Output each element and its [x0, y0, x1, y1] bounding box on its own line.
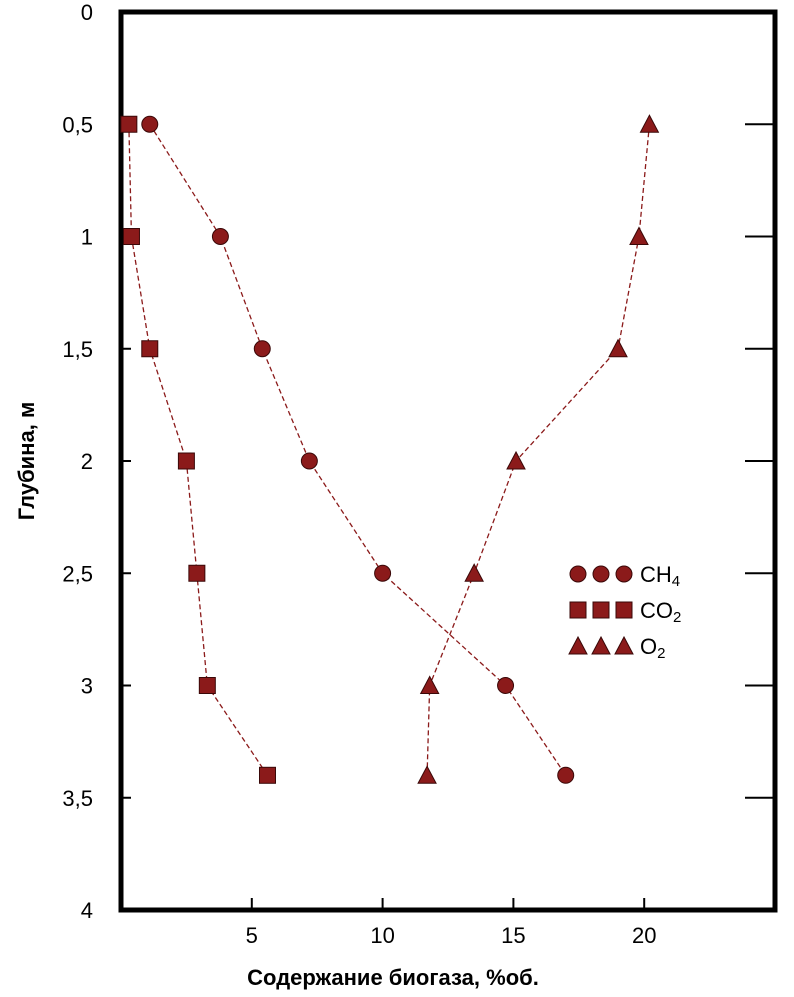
x-tick-label: 15 — [501, 923, 525, 948]
data-point-triangle — [419, 675, 440, 694]
series-line — [128, 124, 269, 776]
y-tick-label: 0 — [81, 0, 93, 25]
y-tick-label: 0,5 — [62, 112, 93, 137]
data-point-square — [569, 601, 587, 619]
legend-entry: O2 — [568, 634, 665, 662]
data-point-square — [122, 228, 140, 245]
data-point-triangle — [417, 765, 437, 784]
data-point-triangle — [568, 635, 588, 655]
data-point-square — [615, 601, 633, 619]
legend-label: CO2 — [640, 598, 681, 626]
series-layer — [120, 114, 660, 784]
data-point-circle — [557, 766, 575, 784]
x-tick-label: 10 — [370, 923, 394, 948]
series-square — [120, 115, 276, 784]
data-point-square — [141, 340, 159, 358]
data-point-triangle — [464, 563, 484, 582]
data-point-triangle — [614, 635, 634, 655]
y-tick-label: 3 — [81, 674, 93, 699]
data-point-triangle — [591, 635, 611, 655]
data-point-circle — [374, 564, 392, 582]
axis-ticks: 0 0,5 1 1,5 2 2,5 3 3,5 4 5 10 15 20 — [62, 0, 775, 948]
x-axis-title: Содержание биогаза, %об. — [247, 965, 539, 990]
data-point-square — [198, 677, 216, 694]
data-point-triangle — [639, 114, 660, 133]
legend-entry: CO2 — [569, 598, 681, 626]
series-triangle — [417, 114, 660, 784]
data-point-square — [258, 766, 276, 784]
legend: CH4 CO2 O2 — [568, 562, 681, 662]
data-point-triangle — [506, 450, 526, 470]
data-point-square — [188, 564, 206, 582]
data-point-circle — [497, 677, 515, 694]
y-axis-title: Глубина, м — [14, 402, 39, 520]
data-point-circle — [141, 115, 159, 133]
series-line — [426, 124, 651, 776]
data-point-circle — [615, 565, 633, 583]
data-point-circle — [592, 565, 610, 583]
x-tick-label: 5 — [246, 923, 258, 948]
y-tick-label: 4 — [81, 898, 93, 923]
data-point-circle — [253, 340, 271, 358]
y-tick-label: 1 — [81, 225, 93, 250]
data-point-circle — [569, 565, 587, 583]
data-point-square — [177, 452, 195, 470]
data-point-square — [120, 115, 138, 133]
series-circle — [141, 115, 575, 784]
x-tick-label: 20 — [632, 923, 656, 948]
y-tick-label: 2,5 — [62, 561, 93, 586]
y-tick-label: 3,5 — [62, 786, 93, 811]
y-tick-label: 2 — [81, 449, 93, 474]
y-tick-label: 1,5 — [62, 337, 93, 362]
data-point-circle — [211, 228, 229, 245]
legend-label: O2 — [640, 634, 665, 662]
data-point-triangle — [629, 226, 649, 245]
legend-label: CH4 — [640, 562, 680, 590]
legend-entry: CH4 — [569, 562, 680, 590]
plot-frame — [118, 9, 778, 913]
data-point-circle — [300, 452, 318, 470]
data-point-triangle — [608, 338, 628, 358]
data-point-square — [592, 601, 610, 619]
